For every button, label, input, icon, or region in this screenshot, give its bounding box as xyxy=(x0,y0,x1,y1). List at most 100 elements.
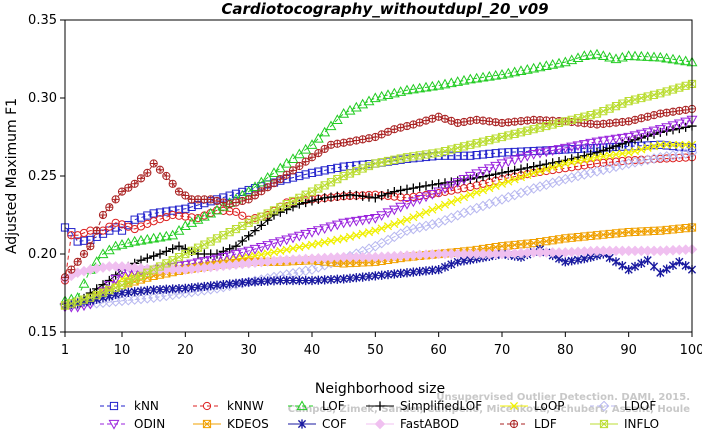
point-odin xyxy=(211,254,223,265)
point-loop xyxy=(428,205,437,214)
point-ldf xyxy=(409,120,417,129)
point-loop xyxy=(333,235,342,244)
point-knn xyxy=(447,151,456,160)
point-ldf xyxy=(92,226,101,235)
x-axis: 1 10 20 30 40 50 60 70 80 90 100 xyxy=(61,332,702,358)
point-ldf xyxy=(402,121,412,131)
point-ldof xyxy=(541,179,552,191)
x-tick-label: 80 xyxy=(557,343,574,358)
point-simplifiedlof xyxy=(231,241,241,251)
point-ldf xyxy=(307,153,317,162)
point-ldf xyxy=(301,157,310,166)
point-odin xyxy=(319,224,331,235)
point-lof xyxy=(243,185,255,196)
point-knnw xyxy=(580,161,589,170)
point-ldf xyxy=(644,113,652,121)
legend-label: FastABOD xyxy=(400,417,459,431)
point-knn xyxy=(523,147,532,156)
point-lof xyxy=(414,82,426,93)
point-odin xyxy=(262,241,274,251)
point-ldf xyxy=(289,166,297,174)
point-odin xyxy=(534,148,546,159)
legend-marker xyxy=(109,401,119,411)
point-cof xyxy=(162,284,171,294)
point-simplifiedlof xyxy=(522,163,532,173)
legend-item-knnw: kNNW xyxy=(193,399,264,413)
point-lof xyxy=(509,66,521,77)
point-loop xyxy=(649,142,659,151)
point-cof xyxy=(244,277,253,287)
point-cof xyxy=(282,275,291,286)
point-cof xyxy=(314,275,323,285)
point-loop xyxy=(402,215,412,224)
point-ldf xyxy=(124,184,132,192)
point-ldof xyxy=(629,156,641,168)
point-ldof xyxy=(237,278,248,289)
point-loop xyxy=(656,140,665,149)
point-loop xyxy=(390,219,399,229)
point-loop xyxy=(637,145,646,154)
point-odin xyxy=(338,218,350,229)
point-cof xyxy=(276,275,285,286)
point-ldf xyxy=(314,149,322,157)
point-lof xyxy=(654,51,666,62)
point-odin xyxy=(642,128,654,138)
point-cof xyxy=(662,264,671,274)
point-ldof xyxy=(458,207,470,219)
point-lof xyxy=(534,61,546,72)
point-odin xyxy=(363,214,375,225)
point-lof xyxy=(616,51,628,62)
credit-line-2: Unsupervised Outlier Detection. DAMI, 20… xyxy=(436,392,690,403)
point-odin xyxy=(420,192,432,203)
point-loop xyxy=(618,149,627,158)
point-ldf xyxy=(378,130,386,138)
point-ldof xyxy=(610,161,622,172)
point-knn xyxy=(662,141,671,150)
point-odin xyxy=(629,131,641,142)
point-ldf xyxy=(611,118,621,127)
legend-marker xyxy=(509,401,519,411)
point-simplifiedlof xyxy=(301,197,311,208)
point-ldf xyxy=(206,195,215,204)
point-ldf xyxy=(435,113,443,121)
point-cof xyxy=(681,261,690,271)
point-knn xyxy=(643,141,652,150)
legend-marker xyxy=(202,401,212,411)
point-ldf xyxy=(339,138,348,147)
point-odin xyxy=(452,178,464,188)
point-knnw xyxy=(630,155,640,165)
point-knnw xyxy=(681,153,690,162)
legend-item-simplifiedlof: SimplifiedLOF xyxy=(366,399,482,413)
point-loop xyxy=(371,226,380,235)
point-ldf xyxy=(472,115,481,124)
point-cof xyxy=(269,276,279,286)
point-ldf xyxy=(168,179,177,188)
point-loop xyxy=(307,240,317,249)
point-odin xyxy=(490,161,502,172)
point-knn xyxy=(174,205,184,214)
point-loop xyxy=(409,213,418,222)
point-odin xyxy=(502,157,514,168)
point-loop xyxy=(466,190,475,199)
point-lof xyxy=(357,98,369,109)
point-loop xyxy=(421,208,431,217)
point-ldf xyxy=(276,175,285,184)
point-loop xyxy=(276,246,285,255)
point-ldf xyxy=(86,242,95,251)
point-ldof xyxy=(566,172,577,183)
point-odin xyxy=(198,257,210,267)
point-odin xyxy=(268,239,280,250)
point-odin xyxy=(217,253,229,263)
legend-marker xyxy=(296,400,308,411)
point-lof xyxy=(255,176,267,187)
point-loop xyxy=(573,156,583,166)
point-knn xyxy=(117,226,127,235)
point-ldf xyxy=(226,200,234,208)
point-ldf xyxy=(238,196,247,206)
point-ldf xyxy=(174,187,184,196)
legend: kNN kNNW LOF SimplifiedLOF LoOP LDOF ODIN KDEOS… xyxy=(100,399,659,431)
point-cof xyxy=(333,274,342,284)
point-knn xyxy=(668,141,678,151)
point-ldf xyxy=(130,179,139,188)
point-knn xyxy=(231,189,241,198)
